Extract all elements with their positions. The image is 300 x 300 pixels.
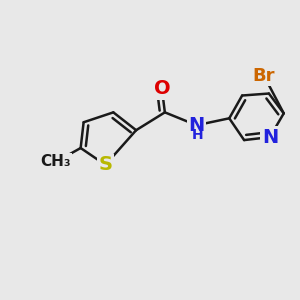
Text: N: N bbox=[188, 116, 205, 135]
Text: S: S bbox=[98, 155, 112, 174]
Text: CH₃: CH₃ bbox=[40, 154, 71, 169]
Text: H: H bbox=[192, 128, 203, 142]
Text: N: N bbox=[262, 128, 278, 147]
Text: Br: Br bbox=[253, 67, 275, 85]
Text: O: O bbox=[154, 79, 170, 98]
